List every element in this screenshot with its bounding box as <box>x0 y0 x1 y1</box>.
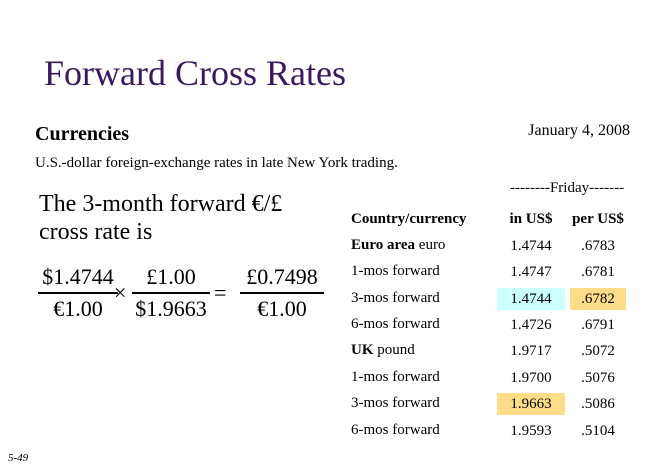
row-in-usd: 1.9717 <box>510 343 552 359</box>
description-line-2: cross rate is <box>39 219 153 245</box>
row-country: 6-mos forward <box>351 316 440 333</box>
equals-sign: = <box>214 280 227 305</box>
table-row: 1-mos forward 1.9700 .5076 <box>0 367 648 389</box>
table-row: 1-mos forward 1.4747 .6781 <box>0 261 648 283</box>
fraction-1-bar <box>38 292 118 294</box>
fraction-2-numerator: £1.00 <box>146 264 196 289</box>
row-per-usd: .5072 <box>581 343 615 359</box>
table-row: Euro area euro 1.4744 .6783 <box>0 235 648 257</box>
row-per-usd: .5104 <box>581 423 615 439</box>
row-country: 1-mos forward <box>351 263 440 280</box>
row-per-usd: .6791 <box>581 317 615 333</box>
fraction-1-numerator: $1.4744 <box>42 264 114 289</box>
row-country-detail: 1-mos forward <box>351 369 440 385</box>
row-in-usd: 1.9593 <box>510 423 552 439</box>
table-row: 3-mos forward 1.9663 .5086 <box>0 393 648 415</box>
row-in-usd-highlighted: 1.4744 <box>497 288 565 310</box>
fraction-2-bar <box>132 292 210 294</box>
cross-rate-description: The 3-month forward €/£ cross rate is <box>39 190 282 246</box>
row-country-detail: 6-mos forward <box>351 422 440 438</box>
fraction-2-denominator: $1.9663 <box>135 296 207 321</box>
row-in-usd: 1.4747 <box>510 264 552 280</box>
table-row: 6-mos forward 1.9593 .5104 <box>0 420 648 442</box>
row-per-usd: .5086 <box>581 396 615 412</box>
row-per-usd: .5076 <box>581 370 615 386</box>
fraction-usd-per-eur: $1.4744 €1.00 <box>34 262 122 324</box>
row-country-detail: pound <box>373 342 415 358</box>
table-row: 3-mos forward 1.4744 .6782 <box>0 288 648 310</box>
row-per-usd-highlighted: .6782 <box>570 288 626 310</box>
column-header-in-usd: in US$ <box>509 211 553 227</box>
table-row: UK pound 1.9717 .5072 <box>0 340 648 362</box>
row-country: Euro area euro <box>351 237 445 254</box>
currencies-heading: Currencies <box>35 123 130 145</box>
row-country: 3-mos forward <box>351 395 440 412</box>
row-in-usd-highlighted: 1.9663 <box>497 393 565 415</box>
row-country: UK pound <box>351 342 415 359</box>
column-header-per-usd: per US$ <box>572 211 624 227</box>
table-subtitle: U.S.-dollar foreign-exchange rates in la… <box>35 155 398 171</box>
row-country: 3-mos forward <box>351 290 440 307</box>
row-country-detail: 1-mos forward <box>351 263 440 279</box>
table-row: 6-mos forward 1.4726 .6791 <box>0 314 648 336</box>
date-label: January 4, 2008 <box>528 122 630 139</box>
row-country-detail: 6-mos forward <box>351 316 440 332</box>
slide-title: Forward Cross Rates <box>44 53 346 93</box>
multiply-sign: × <box>114 280 127 305</box>
fraction-3-bar <box>240 292 324 294</box>
row-in-usd: 1.4744 <box>510 238 552 254</box>
description-line-1: The 3-month forward €/£ <box>39 191 283 217</box>
row-per-usd: .6783 <box>581 238 615 254</box>
row-in-usd: 1.4726 <box>510 317 552 333</box>
fraction-3-numerator: £0.7498 <box>246 264 318 289</box>
row-country: 6-mos forward <box>351 422 440 439</box>
row-country-name: UK <box>351 342 374 358</box>
fraction-3-denominator: €1.00 <box>257 296 307 321</box>
row-per-usd: .6781 <box>581 264 615 280</box>
fraction-1-denominator: €1.00 <box>53 296 103 321</box>
fraction-result: £0.7498 €1.00 <box>236 262 328 324</box>
row-country: 1-mos forward <box>351 369 440 386</box>
column-header-country: Country/currency <box>351 211 467 227</box>
row-country-detail: euro <box>415 237 446 253</box>
row-country-name: Euro area <box>351 237 416 253</box>
fraction-gbp-per-usd: £1.00 $1.9663 <box>128 262 214 324</box>
friday-group-header: --------Friday------- <box>510 180 625 196</box>
page-number: 5-49 <box>8 452 29 464</box>
row-in-usd: 1.9700 <box>510 370 552 386</box>
row-country-detail: 3-mos forward <box>351 395 440 411</box>
row-country-detail: 3-mos forward <box>351 290 440 306</box>
